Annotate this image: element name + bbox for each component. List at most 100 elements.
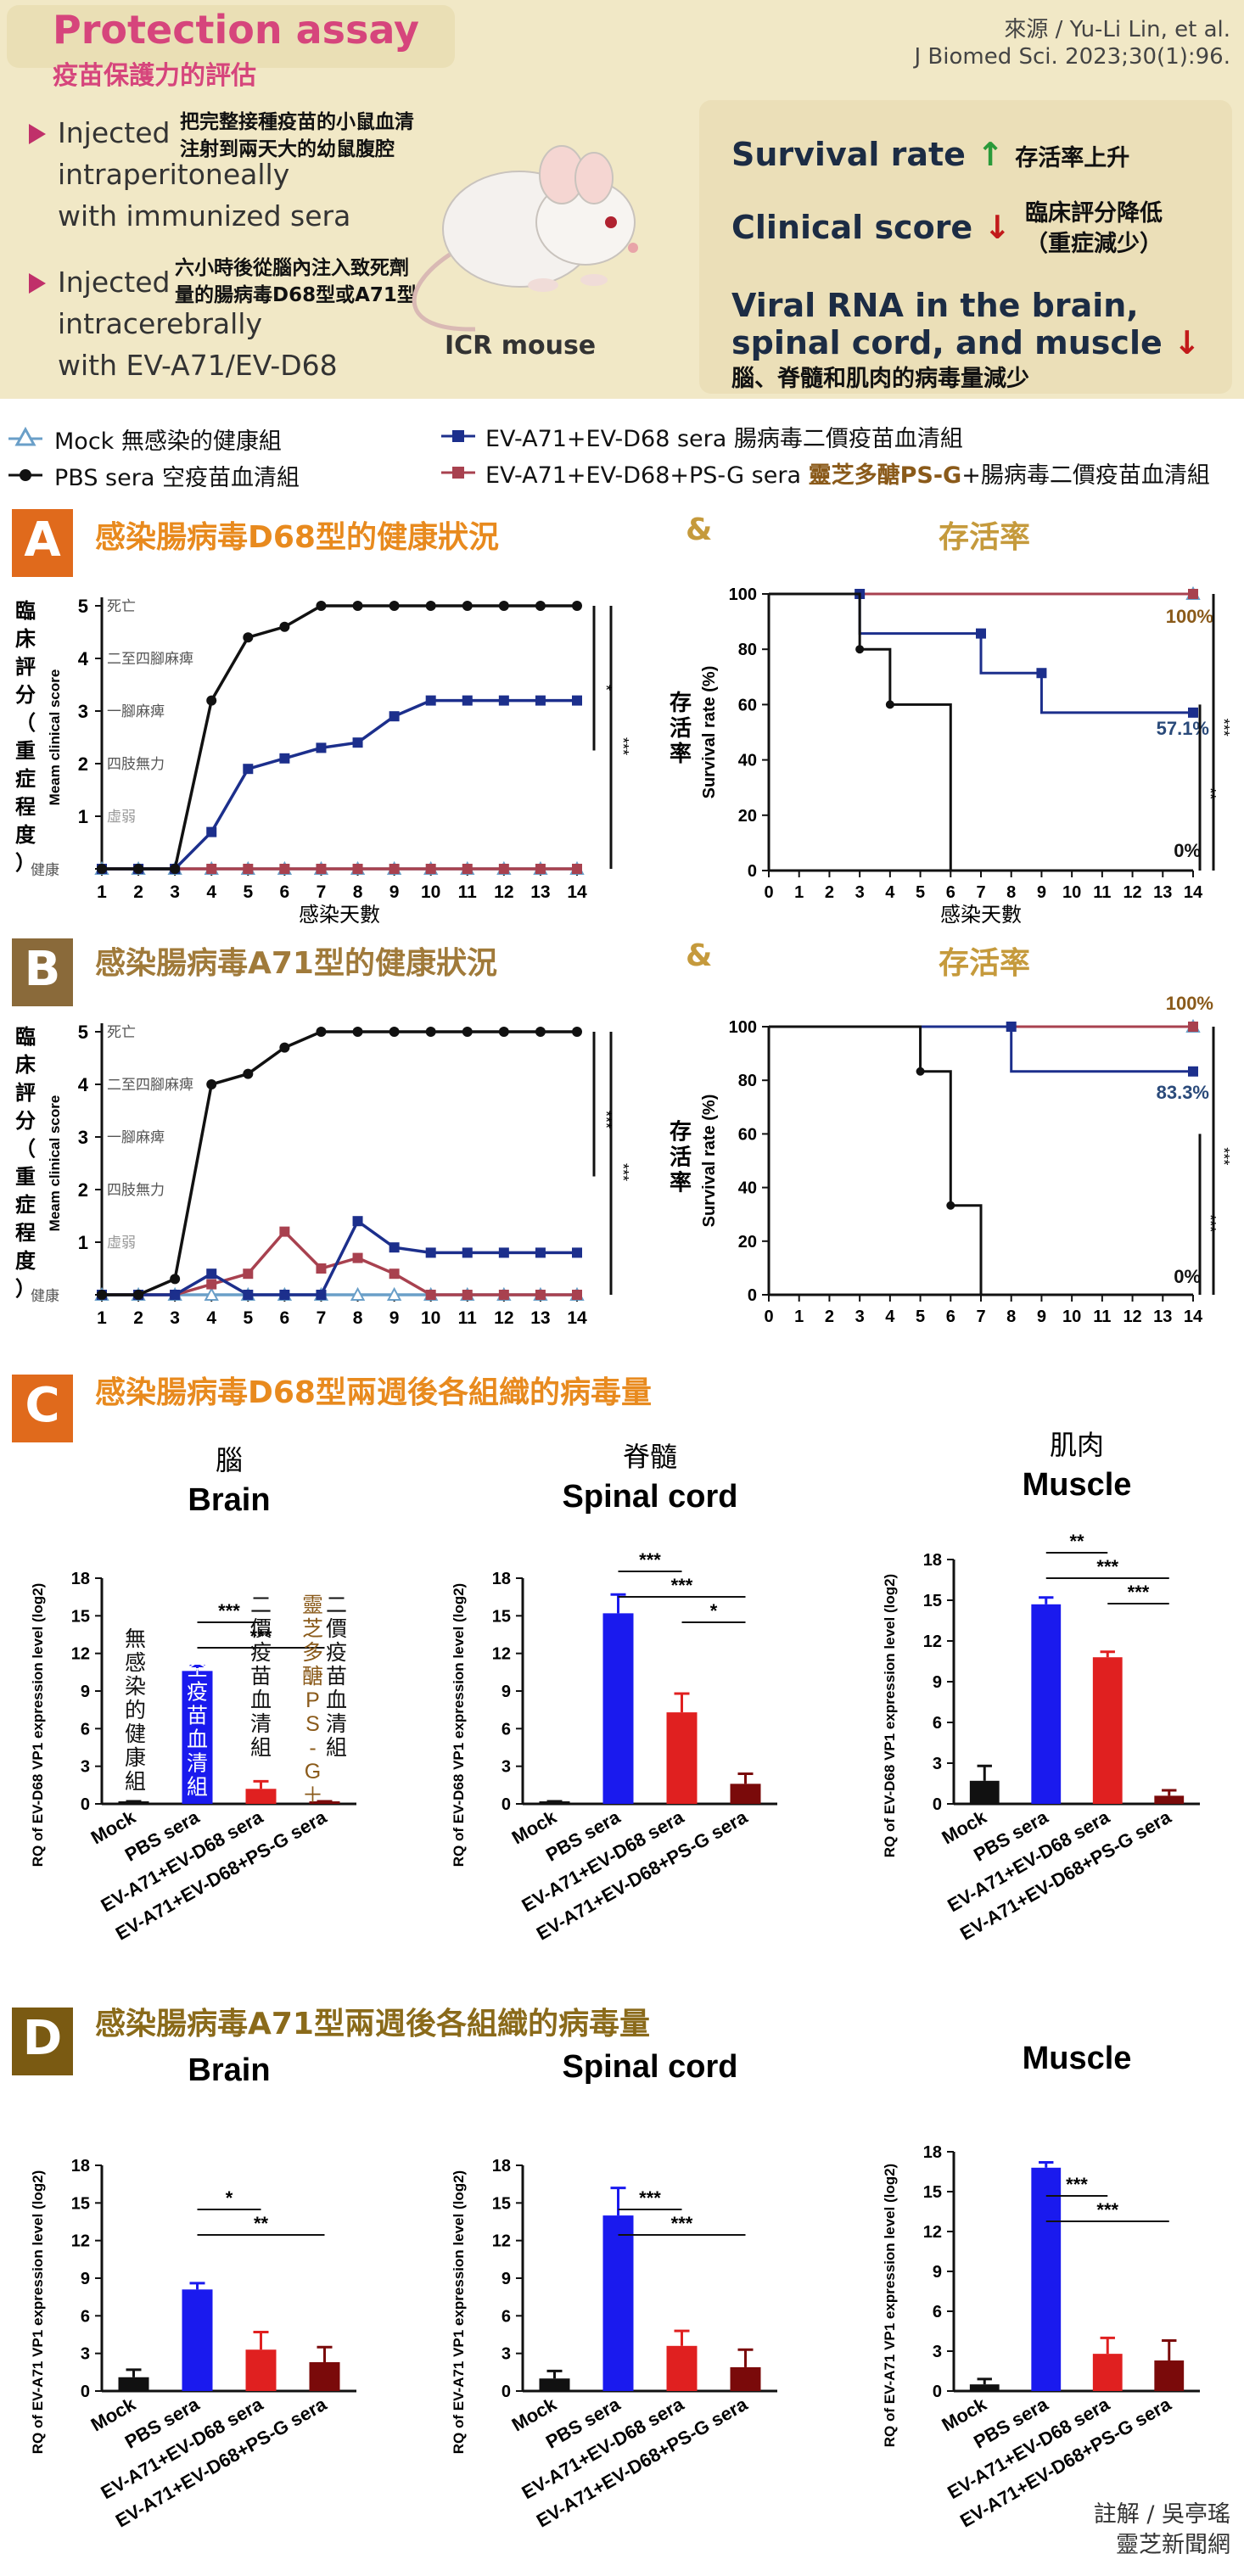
legend-psg: EV-A71+EV-D68+PS-G sera 靈芝多醣PS-G+腸病毒二價疫苗… [485, 462, 1210, 489]
x-tick-label: 7 [976, 1308, 985, 1326]
data-point [498, 601, 509, 611]
x-tick-label: 13 [1153, 883, 1172, 902]
header-title-pill [7, 5, 455, 68]
level-label: 健康 [31, 1288, 59, 1304]
x-tick-label: 12 [494, 882, 513, 902]
x-tick-label: 8 [353, 882, 363, 902]
y-axis-label: RQ of EV-D68 VP1 expression level (log2) [30, 1583, 46, 1867]
data-point [498, 864, 509, 874]
x-tick-label: 12 [494, 1308, 513, 1328]
chart-title: Brain [188, 1482, 270, 1518]
data-point [243, 632, 254, 643]
data-point [170, 1290, 181, 1300]
y-axis-label-zh-char: 重 [15, 1166, 36, 1189]
x-tick-label: 11 [1093, 883, 1111, 902]
note-psg: P [305, 1688, 320, 1712]
clinical-result-zh: 臨床評分降低 （重症減少） [1025, 200, 1163, 257]
y-tick-label: 15 [492, 2194, 511, 2213]
x-tick-label: 2 [825, 883, 834, 902]
y-axis-label-zh-char: 症 [15, 1193, 36, 1217]
bar [969, 1780, 1000, 1804]
bar [245, 2349, 277, 2391]
y-tick-label: 9 [933, 1673, 942, 1692]
bar [969, 2384, 1000, 2391]
data-point [167, 1286, 182, 1301]
panel-d-badge [12, 2008, 73, 2075]
y-tick-label: 0 [933, 2383, 942, 2401]
data-point [498, 695, 509, 706]
y-tick-label: 0 [81, 2383, 90, 2401]
y-tick-label: 2 [78, 1179, 88, 1201]
data-point [535, 864, 546, 874]
data-point [204, 1286, 219, 1301]
data-point [572, 1027, 582, 1037]
data-point [167, 860, 182, 875]
bar [1031, 2167, 1062, 2391]
header-subtitle: 疫苗保護力的評估 [53, 61, 256, 91]
panel-d-letter: D [22, 2011, 63, 2066]
category-label: PBS sera [542, 1806, 625, 1865]
y-tick-label: 80 [738, 1072, 757, 1090]
data-point [572, 864, 582, 874]
data-point [498, 1247, 509, 1258]
data-point [277, 860, 293, 875]
bar [602, 2215, 634, 2391]
legend-mock-icon [8, 426, 42, 446]
x-tick-label: 14 [1184, 1308, 1203, 1326]
source-line1: 來源 / Yu-Li Lin, et al. [1004, 17, 1230, 42]
arrow-up-icon: ↑ [977, 136, 1005, 173]
significance-label: *** [614, 737, 631, 755]
y-tick-label: 40 [738, 1179, 757, 1198]
y-axis-label-zh-char: 評 [15, 655, 36, 679]
data-point [277, 1286, 293, 1301]
y-axis-label: RQ of EV-A71 VP1 expression level (log2) [451, 2170, 467, 2454]
data-point [976, 628, 986, 639]
data-point [279, 1042, 290, 1053]
y-axis-label-zh-char: 存 [670, 690, 692, 715]
y-tick-label: 12 [492, 2232, 511, 2251]
panel-b-title: 感染腸病毒A71型的健康狀況 [95, 946, 497, 981]
data-point [389, 711, 400, 722]
data-point [535, 1290, 546, 1300]
x-tick-label: 4 [885, 1308, 895, 1326]
bar [309, 2362, 340, 2391]
data-point [1006, 1022, 1017, 1032]
category-label: EV-A71+EV-D68+PS-G sera [533, 2393, 752, 2531]
level-label: 四肢無力 [107, 756, 165, 772]
data-point [131, 1286, 146, 1301]
x-tick-label: 10 [421, 882, 440, 902]
data-point [533, 1286, 548, 1301]
y-axis-label-zh-char: 分 [15, 684, 36, 707]
legend-pbs: PBS sera 空疫苗血清組 [54, 465, 300, 491]
x-axis-label: 感染天數 [299, 904, 380, 927]
y-tick-label: 15 [71, 1607, 90, 1626]
note-psg: 組 [326, 1736, 347, 1760]
y-axis-label: Survival rate (%) [700, 1095, 719, 1228]
category-label: EV-A71+EV-D68+PS-G sera [112, 2393, 331, 2531]
note-mock: 的 [125, 1699, 146, 1722]
data-point [279, 753, 290, 764]
y-axis-label-zh-char: 分 [15, 1110, 36, 1133]
note-psg: 芝 [302, 1617, 323, 1641]
data-point [279, 621, 290, 632]
y-tick-label: 3 [502, 1758, 511, 1777]
y-tick-label: 9 [81, 1683, 90, 1701]
x-tick-label: 9 [1037, 883, 1046, 902]
step1-text-zh: 把完整接種疫苗的小鼠血清 注射到兩天大的幼鼠腹腔 [180, 111, 414, 160]
data-point [133, 864, 144, 874]
x-tick-label: 10 [1062, 883, 1081, 902]
x-tick-label: 13 [530, 1308, 550, 1328]
step2-text-en: Injected intracerebrally with EV-A71/EV-D6… [58, 266, 338, 382]
significance-label: *** [597, 1111, 614, 1128]
end-label: 100% [1166, 993, 1213, 1014]
x-tick-label: 2 [133, 1308, 143, 1328]
data-point [352, 601, 363, 611]
bar [666, 1712, 698, 1804]
significance-label: *** [1096, 1556, 1118, 1577]
note-psg: - [309, 1736, 316, 1760]
x-tick-label: 7 [317, 882, 327, 902]
data-point [279, 1226, 290, 1237]
